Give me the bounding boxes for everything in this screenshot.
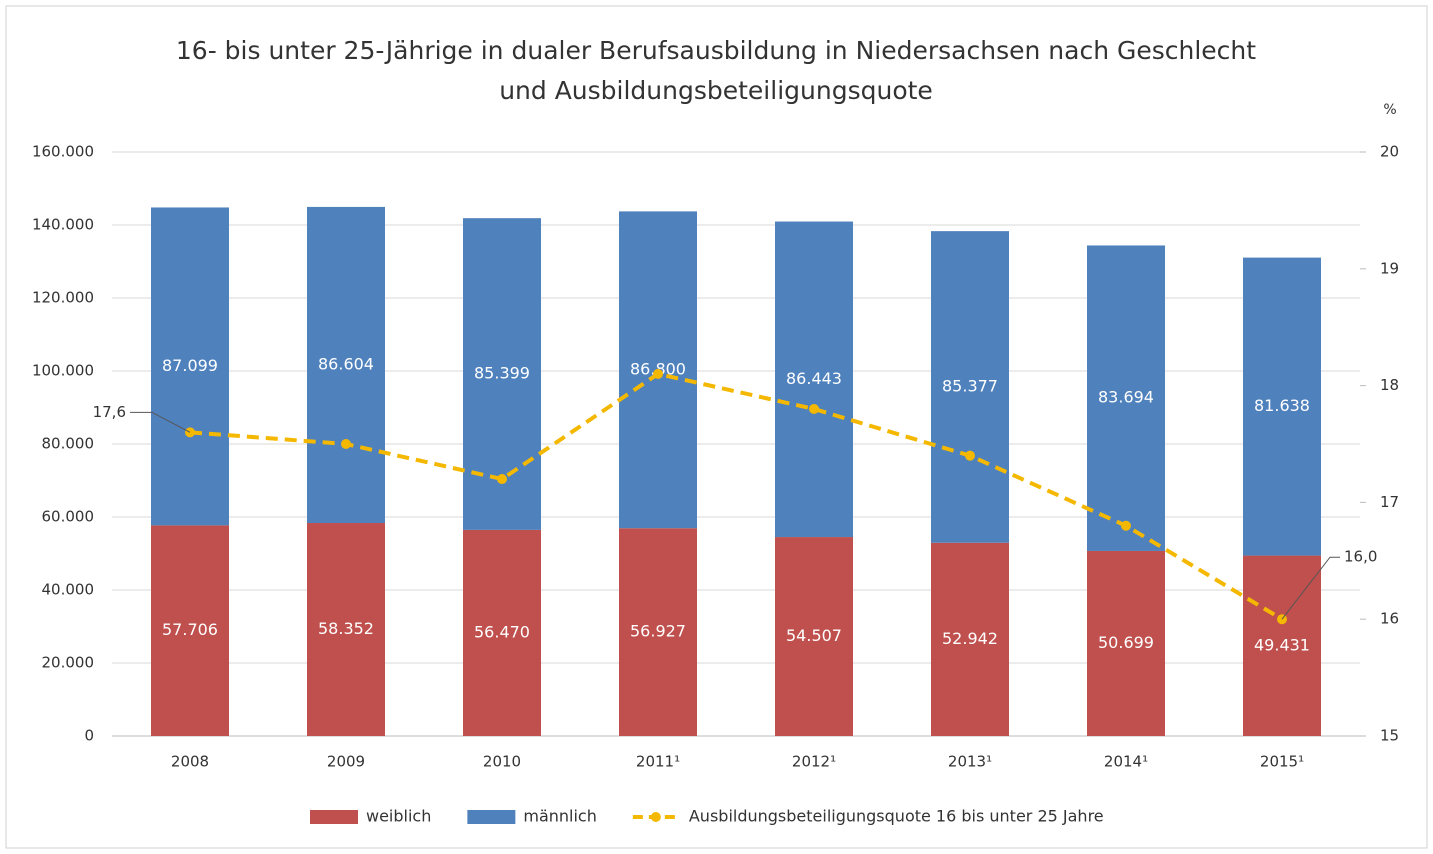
x-tick-label: 2010	[483, 753, 521, 771]
legend-label: männlich	[523, 807, 597, 826]
bar-segment	[1243, 257, 1321, 556]
y-tick-label: 40.000	[42, 581, 95, 599]
y2-tick-label: 17	[1380, 493, 1399, 511]
data-label: 86.604	[318, 354, 374, 373]
y2-tick-label: 15	[1380, 727, 1399, 745]
data-label: 86.800	[630, 359, 686, 378]
y-tick-label: 160.000	[32, 143, 94, 161]
line	[189, 371, 1284, 621]
data-label: 56.927	[630, 622, 686, 641]
data-label: 52.942	[942, 629, 998, 648]
y2-tick-label: 19	[1380, 259, 1399, 277]
chart-title: 16- bis unter 25-Jährige in dualer Beruf…	[176, 36, 1256, 65]
y2-unit: %	[1383, 102, 1396, 118]
bar-segment	[1087, 245, 1165, 551]
data-label: 17,6	[93, 403, 126, 421]
leader-line	[130, 411, 191, 433]
data-label: 57.706	[162, 620, 218, 639]
x-tick-label: 2014¹	[1104, 753, 1148, 771]
y-tick-label: 20.000	[42, 654, 95, 672]
data-label: 85.377	[942, 376, 998, 395]
x-tick-label: 2009	[327, 753, 365, 771]
data-label: 16,0	[1344, 548, 1377, 566]
legend-swatch	[467, 810, 516, 824]
y-tick-label: 0	[84, 727, 94, 745]
line-marker	[341, 439, 351, 449]
y2-tick-label: 16	[1380, 610, 1399, 628]
y-tick-label: 80.000	[42, 435, 95, 453]
data-label: 81.638	[1254, 396, 1310, 415]
bar-segment	[619, 528, 697, 736]
x-tick-label: 2012¹	[792, 753, 836, 771]
line-marker	[653, 368, 663, 379]
y2-tick-label: 18	[1380, 376, 1399, 394]
x-tick-label: 2008	[171, 753, 209, 771]
y-tick-label: 120.000	[32, 289, 94, 307]
line-marker	[1121, 520, 1131, 531]
bar-segment	[151, 525, 229, 736]
data-label: 85.399	[474, 364, 530, 383]
data-label: 83.694	[1098, 388, 1154, 407]
y-tick-label: 60.000	[42, 508, 95, 526]
bar-segment	[775, 221, 853, 538]
data-label: 86.443	[786, 369, 842, 388]
legend-swatch	[650, 812, 661, 822]
data-label: 49.431	[1254, 635, 1310, 654]
bar-segment	[931, 231, 1009, 543]
data-label: 58.352	[318, 619, 374, 638]
legend-label: weiblich	[366, 807, 431, 826]
data-label: 56.470	[474, 622, 530, 641]
y-tick-label: 140.000	[32, 216, 94, 234]
bar-segment	[151, 207, 229, 526]
data-label: 87.099	[162, 356, 218, 375]
bar-segment	[775, 537, 853, 736]
line-marker	[965, 450, 975, 461]
bar-segment	[307, 206, 385, 524]
x-tick-label: 2011¹	[636, 753, 680, 771]
bar-segment	[463, 529, 541, 736]
bar-segment	[1087, 550, 1165, 736]
legend-swatch	[310, 810, 358, 824]
bar-segment	[931, 542, 1009, 736]
leader-line	[1281, 556, 1340, 620]
line-marker	[497, 474, 507, 485]
x-tick-label: 2015¹	[1260, 753, 1304, 771]
y-tick-label: 100.000	[32, 362, 94, 380]
legend-label: Ausbildungsbeteiligungsquote 16 bis unte…	[689, 807, 1104, 826]
chart-title: und Ausbildungsbeteiligungsquote	[499, 76, 933, 105]
y2-tick-label: 20	[1380, 143, 1399, 161]
bar-segment	[307, 523, 385, 736]
x-tick-label: 2013¹	[948, 753, 992, 771]
line-marker	[809, 403, 819, 414]
data-label: 54.507	[786, 626, 842, 645]
data-label: 50.699	[1098, 633, 1154, 652]
chart-frame	[5, 5, 1428, 849]
